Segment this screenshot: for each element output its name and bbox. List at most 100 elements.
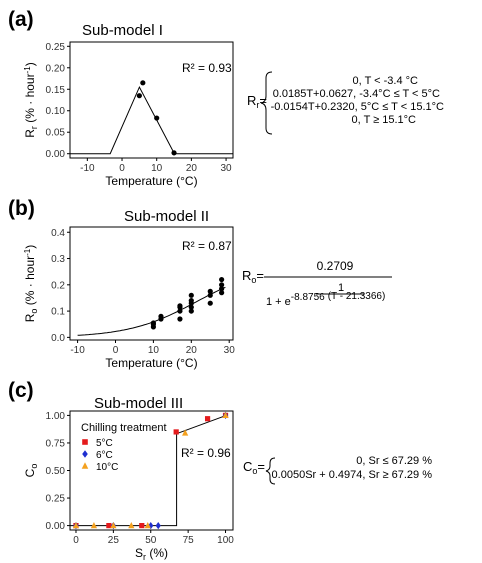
y-axis-label: Ro (% · hour-1) xyxy=(23,245,39,323)
data-point xyxy=(144,521,151,529)
equation-brace xyxy=(260,71,273,135)
equation-line: -0.0154T+0.2320, 5°C ≤ T < 15.1°C xyxy=(271,101,444,113)
x-tick-label: 75 xyxy=(183,535,195,546)
data-point xyxy=(173,429,179,435)
x-axis-label: Temperature (°C) xyxy=(105,356,197,370)
y-tick-label: 0.50 xyxy=(46,466,66,477)
x-tick-label: -10 xyxy=(70,345,85,356)
x-axis-label: Sr (%) xyxy=(135,546,168,562)
y-tick-label: 0.00 xyxy=(46,521,66,532)
x-tick-label: 30 xyxy=(221,163,233,174)
data-point xyxy=(182,429,189,436)
y-tick-label: 0.0 xyxy=(51,333,65,344)
model-line xyxy=(70,415,226,527)
panel-c: (c) Sub-model III 0 25 50 75 100 0.00 0.25 0.50… xyxy=(8,379,432,562)
data-point xyxy=(188,308,194,314)
legend: Chilling treatment 5°C6°C10°C xyxy=(81,422,167,473)
data-point xyxy=(110,521,117,529)
y-tick-label: 0.20 xyxy=(46,63,66,74)
data-point xyxy=(155,521,161,530)
r-squared: R² = 0.96 xyxy=(181,446,231,460)
panel-b: (b) Sub-model II -10 0 10 20 30 0.0 0.1 0.2 0.3 0… xyxy=(8,197,392,370)
y-tick-label: 0.10 xyxy=(46,106,66,117)
x-tick-label: 0 xyxy=(113,345,119,356)
equation-brace xyxy=(265,457,276,485)
plot-sub-model-3: 0 25 50 75 100 0.00 0.25 0.50 0.75 1.00 Sr (%) Co xyxy=(23,410,234,562)
data-point xyxy=(139,522,145,529)
x-tick-label: 20 xyxy=(186,163,198,174)
equation-lhs: Ro= xyxy=(242,268,264,285)
data-point xyxy=(207,288,213,294)
x-tick-label: 10 xyxy=(148,345,160,356)
equation-inner-numerator: 1 xyxy=(338,282,344,294)
data-point xyxy=(154,115,160,121)
x-tick-label: 0 xyxy=(73,535,79,546)
equation-line: 0, T < -3.4 °C xyxy=(353,75,418,87)
data-point xyxy=(150,320,156,326)
plot-sub-model-2: -10 0 10 20 30 0.0 0.1 0.2 0.3 0.4 Temperature (°C… xyxy=(23,226,236,370)
data-point xyxy=(72,521,80,529)
panel-tag: (c) xyxy=(8,379,34,402)
data-point xyxy=(177,308,183,314)
equation-lhs: Co= xyxy=(243,459,265,476)
y-tick-label: 0.75 xyxy=(46,438,66,449)
equation-numerator: 0.2709 xyxy=(317,259,354,273)
data-point xyxy=(106,522,112,529)
data-point xyxy=(136,93,142,99)
equation-line: 0, T ≥ 15.1°C xyxy=(352,114,417,126)
y-tick-label: 0.4 xyxy=(51,228,65,239)
data-point xyxy=(188,297,194,304)
r-squared: R² = 0.93 xyxy=(182,61,232,75)
equation-lhs: Rr= xyxy=(247,93,267,110)
data-point xyxy=(219,290,225,296)
panel-tag: (b) xyxy=(8,197,35,220)
legend-marker xyxy=(82,439,88,445)
y-tick-label: 1.00 xyxy=(46,411,66,422)
x-axis-label: Temperature (°C) xyxy=(105,174,197,188)
plot-frame xyxy=(69,226,234,341)
model-line xyxy=(70,85,233,155)
data-point xyxy=(90,521,98,529)
legend-label: 6°C xyxy=(96,450,113,461)
equation-sub-model-1: Rr= 0, T < -3.4 °C 0.0185T+0.0627, -3.4°… xyxy=(247,71,444,135)
y-tick-label: 0.2 xyxy=(51,280,65,291)
equation-line: 0.0185T+0.0627, -3.4°C ≤ T < 5°C xyxy=(273,88,440,100)
x-tick-label: 100 xyxy=(217,535,234,546)
data-point xyxy=(128,521,135,529)
panel-a: (a) Sub-model I -10 0 10 20 30 0.00 0.05 0.10 0.… xyxy=(8,8,444,188)
x-tick-label: 0 xyxy=(119,163,125,174)
legend-title: Chilling treatment xyxy=(81,422,167,434)
x-tick-label: 25 xyxy=(108,535,120,546)
data-point xyxy=(188,292,194,298)
legend-label: 5°C xyxy=(96,438,113,449)
y-tick-label: 0.25 xyxy=(46,494,66,505)
legend-marker xyxy=(81,462,89,469)
r-squared: R² = 0.87 xyxy=(182,239,232,253)
y-tick-label: 0.3 xyxy=(51,254,65,265)
equation-sub-model-2: Ro= 0.2709 1 1 + e-8.8756 (T - 21.3366) xyxy=(242,259,392,308)
x-tick-label: 10 xyxy=(151,163,163,174)
data-point xyxy=(171,150,177,156)
equation-line: 0.0050Sr + 0.4974, Sr ≥ 67.29 % xyxy=(272,469,433,481)
panel-tag: (a) xyxy=(8,8,34,31)
data-point xyxy=(204,416,211,422)
equation-denominator: 1 + e-8.8756 (T - 21.3366) xyxy=(266,291,385,308)
y-tick-label: 0.00 xyxy=(46,149,66,160)
x-tick-label: 20 xyxy=(186,345,198,356)
legend-marker xyxy=(82,450,88,458)
plot-sub-model-1: -10 0 10 20 30 0.00 0.05 0.10 0.15 0.20 0.25 Temper… xyxy=(23,41,234,188)
data-point xyxy=(219,286,225,292)
data-point xyxy=(219,282,225,288)
y-axis-label: Rr (% · hour-1) xyxy=(23,62,39,137)
equation-sub-model-3: Co= 0, Sr ≤ 67.29 % 0.0050Sr + 0.4974, S… xyxy=(243,455,433,485)
data-point xyxy=(158,313,164,319)
x-tick-label: 30 xyxy=(224,345,236,356)
plot-frame xyxy=(69,41,234,159)
panel-title: Sub-model I xyxy=(82,22,163,39)
y-axis-label: Co xyxy=(23,464,39,478)
data-point xyxy=(219,276,225,283)
data-point xyxy=(188,304,194,310)
y-tick-label: 0.05 xyxy=(46,128,66,139)
y-tick-label: 0.1 xyxy=(51,307,65,318)
